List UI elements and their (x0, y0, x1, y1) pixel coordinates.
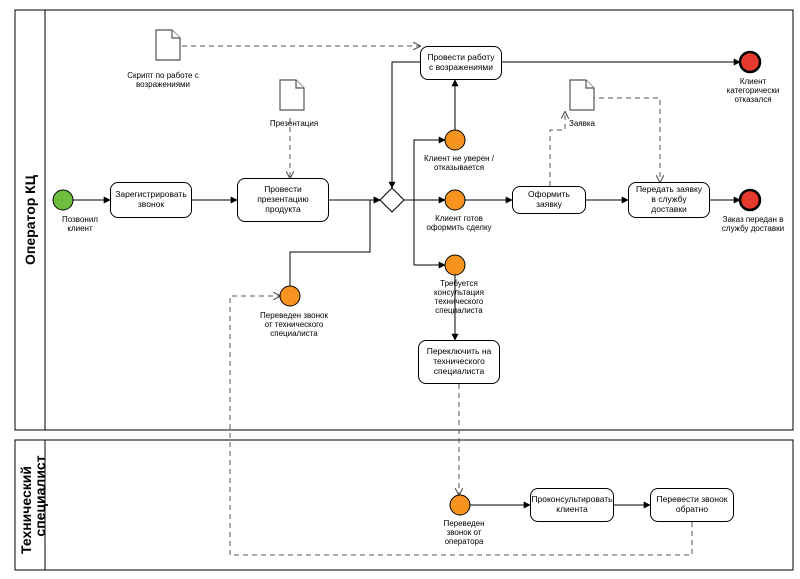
ev-ready-label: Клиент готов оформить сделку (424, 215, 494, 233)
t-order: Оформить заявку (512, 186, 586, 214)
ev-end-refuse (740, 52, 760, 72)
t-order-label: Оформить заявку (517, 190, 581, 210)
ev-unsure (445, 130, 465, 150)
t-object: Провести работу с возражениями (420, 46, 502, 80)
ev-from-tech-label: Переведен звонок от технического специал… (258, 312, 330, 339)
t-consult: Проконсультировать клиента (530, 488, 614, 522)
doc-order-label: Заявка (562, 120, 602, 129)
edge-doc-order-t-deliver (590, 98, 660, 182)
ev-from-op (450, 495, 470, 515)
ev-start (53, 190, 73, 210)
t-deliver-label: Передать заявку в службу доставки (633, 185, 705, 214)
pool-label-pool2: Техническийспециалист (18, 455, 48, 554)
gateway (380, 188, 404, 212)
t-reg: Зарегистрировать звонок (110, 182, 192, 218)
ev-need-tech (445, 255, 465, 275)
ev-end-done-label: Заказ передан в службу доставки (714, 216, 792, 234)
ev-need-tech-label: Требуется консультация технического спец… (421, 280, 497, 316)
t-switch: Переключить на технического специалиста (418, 340, 500, 384)
ev-start-label: Позвонил клиент (50, 216, 110, 234)
ev-ready (445, 190, 465, 210)
t-reg-label: Зарегистрировать звонок (115, 190, 187, 210)
t-deliver: Передать заявку в службу доставки (628, 182, 710, 218)
t-consult-label: Проконсультировать клиента (531, 495, 612, 515)
t-object-label: Провести работу с возражениями (425, 53, 497, 73)
ev-end-done (740, 190, 760, 210)
ev-end-refuse-label: Клиент категорически отказался (714, 78, 792, 105)
doc-prez-label: Презентация (264, 120, 324, 129)
t-present-label: Провести презентацию продукта (242, 185, 324, 214)
doc-script-label: Скрипт по работе с возражениями (118, 72, 208, 90)
edge-t-object-gw1 (392, 62, 420, 188)
t-back: Перевести звонок обратно (650, 488, 734, 522)
ev-from-tech (280, 286, 300, 306)
t-present: Провести презентацию продукта (237, 178, 329, 222)
ev-unsure-label: Клиент не уверен / отказывается (424, 155, 494, 173)
pool-label-pool1: Оператор КЦ (22, 174, 38, 265)
t-back-label: Перевести звонок обратно (655, 495, 729, 515)
ev-from-op-label: Переведен звонок от оператора (432, 520, 496, 547)
t-switch-label: Переключить на технического специалиста (423, 347, 495, 376)
